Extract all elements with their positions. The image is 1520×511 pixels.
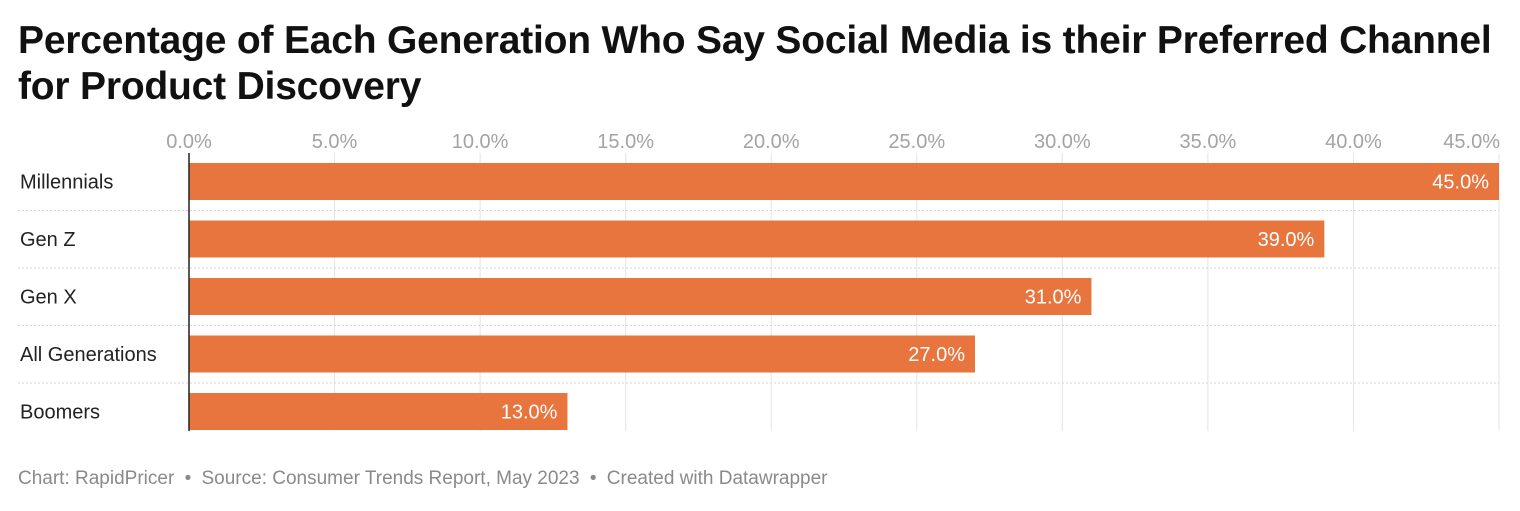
value-label: 13.0% — [501, 402, 558, 424]
value-labels: 45.0% 39.0% 31.0% 27.0% 13.0% — [501, 172, 1489, 424]
bar-gen-z — [189, 220, 1325, 258]
category-label: Millennials — [20, 172, 113, 194]
created-with: Created with Datawrapper — [606, 468, 828, 489]
value-label: 39.0% — [1258, 229, 1315, 251]
x-tick-label: 0.0% — [166, 131, 212, 153]
x-tick-label: 15.0% — [597, 131, 654, 153]
chart-source: Source: Consumer Trends Report, May 2023 — [201, 468, 580, 489]
x-tick-label: 20.0% — [743, 131, 800, 153]
x-tick-label: 45.0% — [1443, 131, 1500, 153]
x-tick-label: 35.0% — [1180, 131, 1237, 153]
category-label: All Generations — [20, 344, 157, 366]
x-tick-label: 10.0% — [452, 131, 509, 153]
chart-footer: Chart: RapidPricer • Source: Consumer Tr… — [18, 468, 828, 490]
x-tick-label: 30.0% — [1034, 131, 1091, 153]
bars — [189, 163, 1499, 430]
footer-separator: • — [589, 468, 597, 489]
category-label: Gen X — [20, 287, 77, 309]
value-label: 31.0% — [1025, 287, 1082, 309]
x-tick-label: 40.0% — [1325, 131, 1382, 153]
footer-separator: • — [184, 468, 192, 489]
x-tick-label: 25.0% — [888, 131, 945, 153]
category-label: Gen Z — [20, 229, 76, 251]
row-separators — [18, 210, 1499, 384]
x-tick-label: 5.0% — [312, 131, 358, 153]
bar-all-generations — [189, 335, 975, 373]
chart-title: Percentage of Each Generation Who Say So… — [18, 19, 1492, 108]
category-label: Boomers — [20, 402, 100, 424]
value-label: 27.0% — [908, 344, 965, 366]
chart-credit: Chart: RapidPricer — [18, 468, 175, 489]
value-label: 45.0% — [1432, 172, 1489, 194]
bar-millennials — [189, 163, 1499, 200]
bar-gen-x — [189, 278, 1092, 315]
category-labels: Millennials Gen Z Gen X All Generations Boom… — [20, 172, 157, 424]
x-axis-ticks: 0.0% 5.0% 10.0% 15.0% 20.0% 25.0% 30.0% 35.0% 40… — [166, 131, 1500, 153]
bar-boomers — [189, 393, 568, 430]
